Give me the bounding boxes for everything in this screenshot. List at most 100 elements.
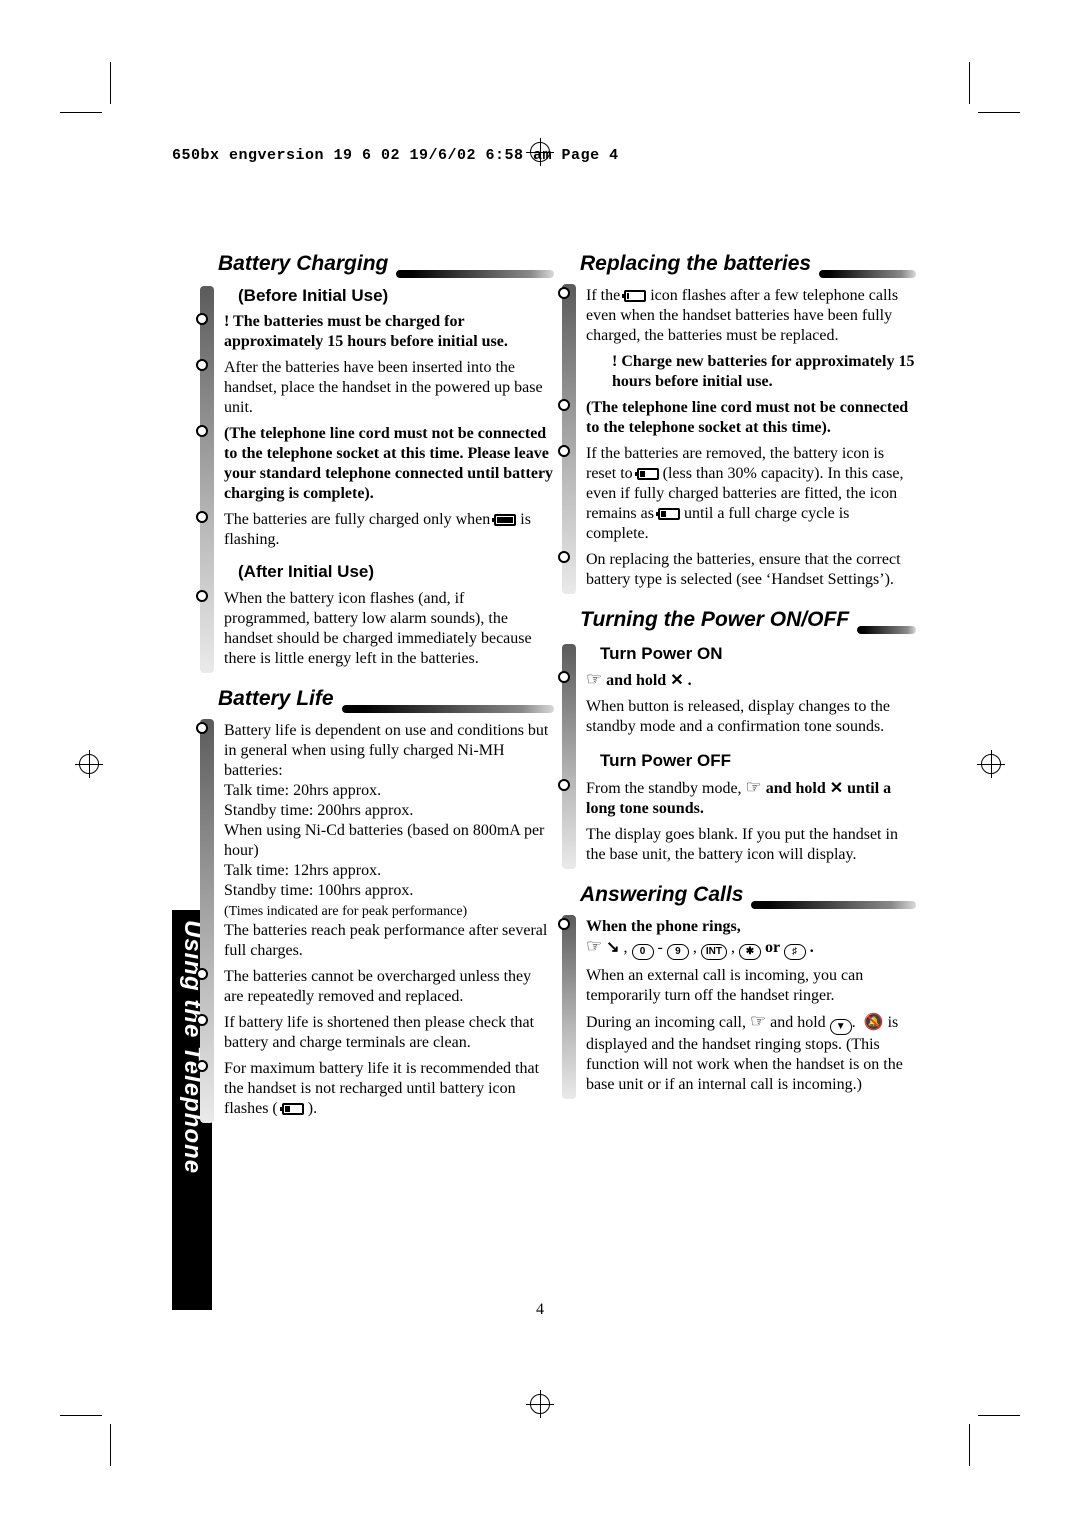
key-9-icon: 9 [667,944,689,960]
registration-mark-icon [526,1390,554,1418]
bullet-icon [558,399,570,411]
crop-mark [110,1424,111,1466]
press-hand-icon: ☞ [746,777,762,797]
body-text: and hold [766,780,830,797]
battery-empty-icon [624,290,646,302]
body-text: (The telephone line cord must not be con… [224,425,553,502]
heading-stripe-icon [751,901,916,909]
press-hand-icon: ☞ [750,1011,766,1031]
body-text: When the battery icon flashes (and, if p… [224,590,532,667]
body-text: The batteries reach peak performance aft… [224,922,547,959]
body-text: When button is released, display changes… [586,698,890,735]
body-text: and hold [606,672,670,689]
body-text: After the batteries have been inserted i… [224,359,543,416]
bullet-icon [558,445,570,457]
body-text: ). [308,1100,317,1117]
body-text: Talk time: 12hrs approx. [224,862,381,879]
body-text: When using Ni-Cd batteries (based on 800… [224,822,544,859]
heading-stripe-icon [342,705,554,713]
subheading: (Before Initial Use) [224,286,554,306]
section-title: Battery Life [218,688,334,713]
bullet-icon [196,1014,208,1026]
bullet-icon [196,722,208,734]
bullet-icon [558,287,570,299]
page-number: 4 [0,1302,1080,1318]
power-key-icon: ✕ [670,672,683,689]
body-text: and hold [770,1014,830,1031]
body-text: Talk time: 20hrs approx. [224,782,381,799]
section-title: Replacing the batteries [580,253,811,278]
body-text: (The telephone line cord must not be con… [586,399,908,436]
prepress-header: 650bx engversion 19 6 02 19/6/02 6:58 am… [172,148,619,163]
body-text: . [810,939,814,956]
right-column: Replacing the batteries If the icon flas… [580,242,916,1123]
talk-key-icon: ↘ [606,939,619,956]
page: 650bx engversion 19 6 02 19/6/02 6:58 am… [0,0,1080,1528]
bullet-icon [558,918,570,930]
body-text: The batteries cannot be overcharged unle… [224,968,531,1005]
text-block: When the phone rings, ☞ ↘ , 0 - 9 , INT … [580,915,916,1099]
body-text: During an incoming call, [586,1014,750,1031]
heading-stripe-icon [396,270,554,278]
crop-mark [60,1415,102,1416]
body-text: (Times indicated are for peak performanc… [224,904,467,919]
crop-mark [969,1424,970,1466]
battery-low-icon [282,1103,304,1115]
press-hand-icon: ☞ [586,669,602,689]
section-heading: Battery Life [218,683,554,713]
body-text: The batteries are fully charged only whe… [224,511,494,528]
body-text: Standby time: 100hrs approx. [224,882,413,899]
text-block: Battery life is dependent on use and con… [218,719,554,1123]
body-text: The display goes blank. If you put the h… [586,826,898,863]
battery-low-icon [658,508,680,520]
bullet-icon [558,551,570,563]
heading-stripe-icon [819,270,916,278]
body-text: or [765,939,784,956]
text-block: Turn Power ON ☞ and hold ✕ . When button… [580,644,916,869]
section-title: Battery Charging [218,253,388,278]
subheading: (After Initial Use) [224,562,554,582]
crop-mark [60,112,102,113]
body-text: . [688,672,692,689]
registration-mark-icon [75,750,103,778]
battery-low-icon [637,468,659,480]
press-hand-icon: ☞ [586,936,602,956]
bullet-icon [196,590,208,602]
key-0-icon: 0 [632,944,654,960]
gutter-stripe-icon [562,915,576,1099]
power-key-icon: ✕ [830,780,843,797]
crop-mark [969,62,970,104]
section-heading: Answering Calls [580,879,916,909]
text-block: (Before Initial Use) ! The batteries mus… [218,286,554,673]
section-heading: Battery Charging [218,248,554,278]
battery-full-icon [494,514,516,526]
body-text: When an external call is incoming, you c… [586,967,863,1004]
body-text: When the phone rings, [586,918,741,935]
left-column: Battery Charging (Before Initial Use) ! … [218,242,554,1123]
key-star-icon: ✱ [739,944,761,960]
key-int-icon: INT [701,944,727,960]
body-text: For maximum battery life it is recommend… [224,1060,539,1117]
subheading: Turn Power OFF [586,751,916,771]
crop-mark [110,62,111,104]
body-text: If battery life is shortened then please… [224,1014,534,1051]
registration-mark-icon [977,750,1005,778]
body-text: Standby time: 200hrs approx. [224,802,413,819]
section-heading: Turning the Power ON/OFF [580,604,916,634]
crop-mark [978,1415,1020,1416]
body-text: If the [586,287,624,304]
section-heading: Replacing the batteries [580,248,916,278]
body-text: Battery life is dependent on use and con… [224,722,548,779]
key-down-icon: ▼ [830,1019,852,1035]
body-text: ! The batteries must be charged for appr… [224,313,508,350]
section-title: Answering Calls [580,884,743,909]
body-text: On replacing the batteries, ensure that … [586,551,901,588]
bullet-icon [196,968,208,980]
bullet-icon [196,1060,208,1072]
ringer-off-icon: 🔕 [864,1014,884,1031]
crop-mark [978,112,1020,113]
gutter-stripe-icon [200,286,214,673]
text-block: If the icon flashes after a few telephon… [580,284,916,594]
body-text: From the standby mode, [586,780,746,797]
gutter-stripe-icon [562,284,576,594]
